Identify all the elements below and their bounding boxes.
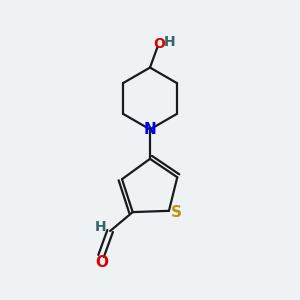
Text: O: O bbox=[153, 38, 165, 51]
Text: S: S bbox=[171, 205, 182, 220]
Text: H: H bbox=[164, 34, 176, 49]
Text: H: H bbox=[95, 220, 106, 235]
Text: N: N bbox=[144, 122, 156, 137]
Text: O: O bbox=[95, 255, 109, 270]
